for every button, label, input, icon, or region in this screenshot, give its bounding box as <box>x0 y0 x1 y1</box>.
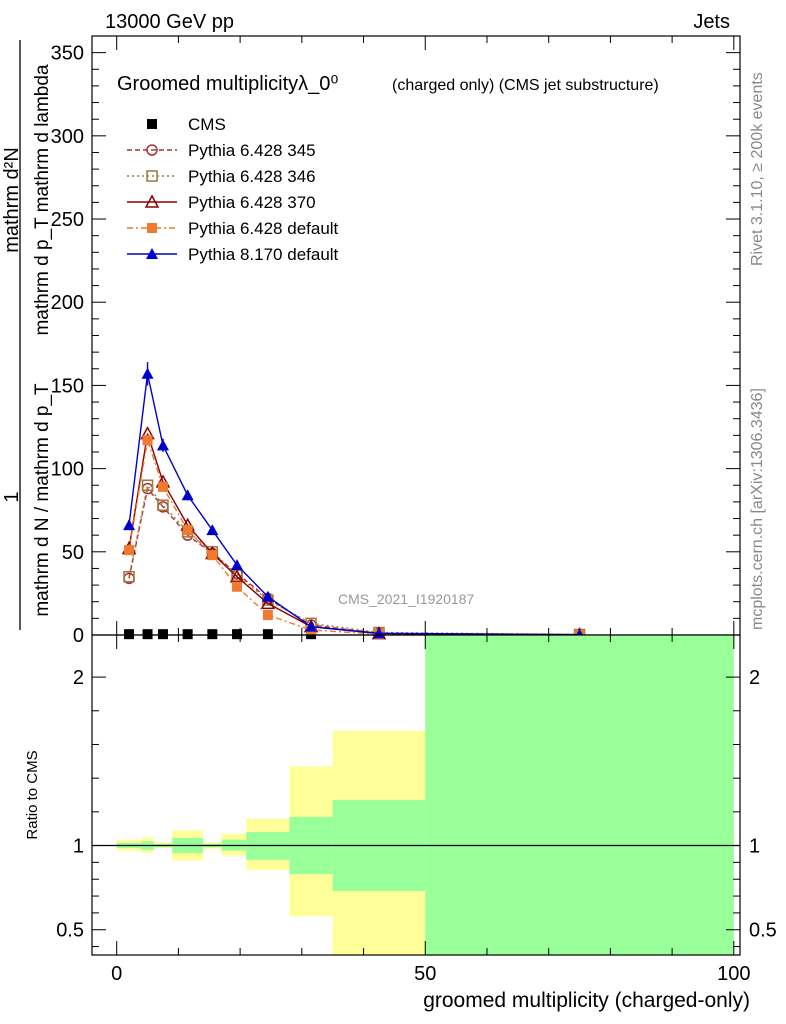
watermark: CMS_2021_I1920187 <box>338 591 474 607</box>
legend-entry: Pythia 6.428 346 <box>127 167 316 186</box>
data-point <box>141 479 154 491</box>
data-point <box>232 629 243 640</box>
data-point <box>142 629 153 640</box>
data-point <box>262 610 273 621</box>
ratio-y-tick-label: 2 <box>73 667 84 689</box>
y-tick-label: 50 <box>62 542 84 564</box>
data-point <box>182 629 193 640</box>
legend-label: Pythia 6.428 370 <box>188 193 316 212</box>
data-point <box>157 629 168 640</box>
data-point <box>261 590 274 602</box>
legend-entry: Pythia 6.428 default <box>127 219 339 238</box>
data-point <box>157 499 169 511</box>
ratio-y-tick-label-right: 2 <box>749 667 760 689</box>
legend-entry: Pythia 6.428 370 <box>127 193 316 212</box>
data-point <box>123 571 135 583</box>
mcplots-label: mcplots.cern.ch [arXiv:1306.3436] <box>749 388 766 630</box>
main-panel: 0 50 100 150 200 250 300 350 Groomed multiplici… <box>51 35 741 647</box>
legend-label: Pythia 6.428 default <box>188 219 339 238</box>
legend-label: CMS <box>188 115 226 134</box>
chart-title: Groomed multiplicityλ_0⁰ <box>117 73 338 95</box>
data-point <box>181 489 194 501</box>
data-point <box>124 545 135 556</box>
data-point <box>157 481 168 492</box>
ylabel-prefactor: 1 <box>1 491 23 502</box>
y-tick-label: 200 <box>51 292 84 314</box>
data-point <box>207 550 218 561</box>
ratio-ylabel: Ratio to CMS <box>24 750 41 839</box>
data-point <box>231 559 244 571</box>
y-tick-label: 300 <box>51 126 84 148</box>
legend-marker <box>147 223 157 233</box>
ratio-band-inner <box>425 635 734 955</box>
series-line <box>128 440 580 636</box>
legend-entry: CMS <box>147 115 226 134</box>
data-point <box>124 629 135 640</box>
main-ylabel: 1 mathrm d²N mathrm d p_T mathrm d lambd… <box>1 40 53 630</box>
x-tick-label: 50 <box>414 963 436 985</box>
rivet-label: Rivet 3.1.10, ≥ 200k events <box>749 72 766 266</box>
data-point <box>156 439 169 451</box>
header-category: Jets <box>693 11 730 33</box>
data-point <box>141 367 154 379</box>
legend-marker <box>146 144 158 156</box>
x-tick-label: 0 <box>111 963 122 985</box>
legend: CMS Pythia 6.428 345 Pythia 6.428 346 Pythi… <box>127 115 339 264</box>
legend-label: Pythia 8.170 default <box>188 245 339 264</box>
series-line <box>128 483 580 636</box>
series-line <box>128 487 580 636</box>
x-tick-label: 100 <box>717 963 750 985</box>
ratio-y-tick-label: 1 <box>73 836 84 858</box>
ratio-panel: 0.5 0.5 1 1 2 2 0 50 100 Ratio to CMS <box>24 634 777 985</box>
series-line <box>128 373 580 636</box>
y-tick-label: 0 <box>73 625 84 647</box>
chart-subtitle: (charged only) (CMS jet substructure) <box>392 77 659 94</box>
data-point <box>123 519 136 531</box>
ylabel-prefactor-denominator: mathrm d N / mathrm d p_T <box>32 383 53 617</box>
legend-label: Pythia 6.428 345 <box>188 141 316 160</box>
x-axis-label: groomed multiplicity (charged-only) <box>423 989 750 1012</box>
ylabel-numerator: mathrm d²N <box>1 147 23 253</box>
ylabel-denominator: mathrm d p_T mathrm d lambda <box>32 64 53 335</box>
data-point <box>262 629 273 640</box>
data-point <box>232 581 243 592</box>
ratio-frame <box>91 634 741 956</box>
ratio-y-tick-label-right: 0.5 <box>749 920 777 942</box>
data-point <box>206 524 219 536</box>
data-point <box>182 525 193 536</box>
series-1 <box>123 482 586 641</box>
y-tick-label: 100 <box>51 459 84 481</box>
legend-label: Pythia 6.428 346 <box>188 167 316 186</box>
data-point <box>305 620 318 632</box>
legend-entry: Pythia 6.428 345 <box>127 141 316 160</box>
legend-marker <box>146 248 158 259</box>
legend-marker <box>144 194 160 208</box>
header-process: 13000 GeV pp <box>105 11 234 33</box>
data-point <box>142 435 153 446</box>
data-point <box>260 595 276 610</box>
ratio-y-tick-label-right: 1 <box>749 836 760 858</box>
y-tick-label: 350 <box>51 43 84 65</box>
y-tick-label: 150 <box>51 375 84 397</box>
legend-marker <box>147 119 157 129</box>
legend-marker <box>146 170 158 182</box>
ratio-y-tick-label: 0.5 <box>56 920 84 942</box>
data-point <box>207 629 218 640</box>
legend-entry: Pythia 8.170 default <box>127 245 339 264</box>
y-tick-label: 250 <box>51 209 84 231</box>
